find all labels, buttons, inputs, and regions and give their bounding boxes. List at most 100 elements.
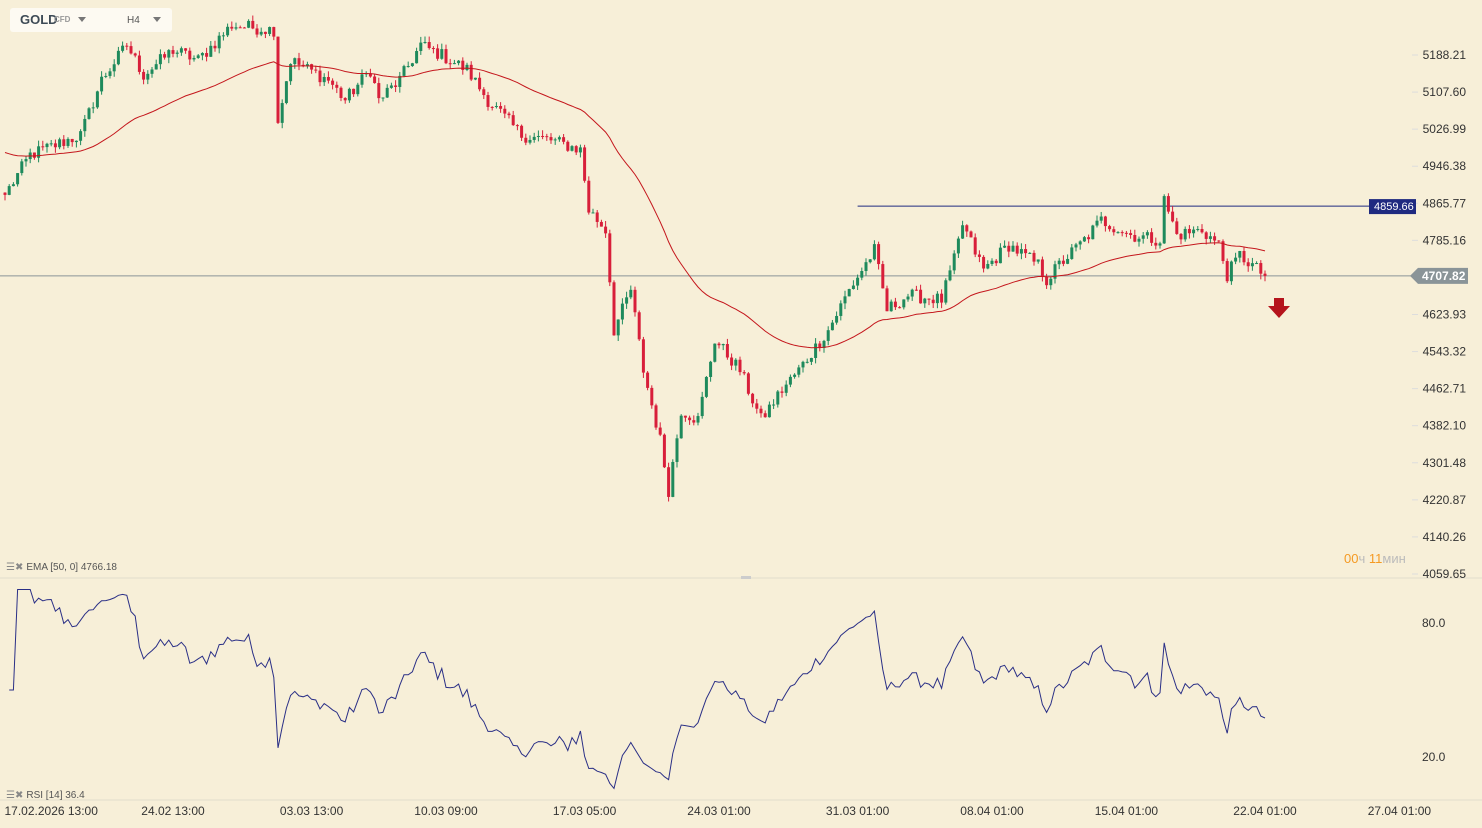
candle — [864, 258, 868, 276]
candle-body — [507, 113, 511, 116]
candle — [314, 65, 318, 74]
candle-body — [377, 83, 381, 99]
candle-body — [125, 45, 129, 47]
candle — [683, 415, 687, 422]
pane-resize-handle[interactable] — [741, 576, 751, 579]
candle — [196, 54, 200, 59]
candle — [784, 380, 788, 397]
candle — [49, 139, 53, 147]
candle — [272, 26, 276, 41]
candle-body — [1133, 234, 1137, 242]
candle-body — [658, 427, 662, 435]
candle — [1238, 250, 1242, 263]
y-tick-label: 5188.21 — [1423, 48, 1467, 62]
candle-body — [1259, 263, 1263, 274]
candle — [1179, 233, 1183, 245]
candle — [255, 24, 259, 38]
candle-body — [436, 48, 440, 59]
candle-body — [1196, 228, 1200, 230]
candle-body — [587, 180, 591, 213]
candle — [738, 356, 742, 376]
candle-body — [646, 372, 650, 388]
candle — [973, 233, 977, 258]
candle — [830, 319, 834, 331]
candle — [1196, 226, 1200, 232]
candle-body — [923, 298, 927, 304]
candle-body — [616, 319, 620, 336]
candle-body — [818, 343, 822, 349]
candle-body — [263, 31, 267, 34]
candle-body — [11, 184, 15, 187]
candle — [1028, 252, 1032, 254]
candle — [948, 265, 952, 282]
candle — [381, 97, 385, 102]
candle — [910, 288, 914, 301]
candle — [1175, 217, 1179, 235]
candle — [944, 278, 948, 305]
candle-body — [767, 404, 771, 418]
candle-body — [200, 53, 204, 56]
candle — [486, 91, 490, 111]
candle — [1070, 243, 1074, 260]
candle-body — [885, 288, 889, 312]
timeframe-chevron-down-icon[interactable] — [153, 17, 161, 22]
candle — [74, 140, 78, 148]
candle-body — [520, 125, 524, 138]
candle — [860, 267, 864, 281]
candle-body — [339, 87, 343, 98]
candle-body — [1032, 252, 1036, 262]
candle-body — [914, 289, 918, 291]
candle-body — [725, 344, 729, 358]
candle-body — [1066, 258, 1070, 264]
candle-body — [465, 64, 469, 70]
candle-body — [906, 296, 910, 300]
candle — [289, 63, 293, 85]
candle-body — [898, 307, 902, 309]
candle — [549, 133, 553, 144]
candle-body — [1036, 259, 1040, 262]
candle — [444, 44, 448, 65]
candle-body — [935, 293, 939, 304]
candle — [599, 219, 603, 227]
candle-body — [709, 361, 713, 377]
candle — [994, 258, 998, 266]
symbol-selector[interactable]: GOLD CFD H4 — [10, 8, 172, 32]
candle — [1011, 241, 1015, 252]
candle — [839, 300, 843, 321]
candle-body — [641, 339, 645, 373]
candle-body — [1129, 233, 1133, 235]
sell-arrow-icon — [1268, 298, 1290, 318]
candle — [570, 145, 574, 152]
candle-body — [562, 137, 566, 142]
candle-body — [671, 461, 675, 497]
candle-body — [940, 293, 944, 303]
y-tick-label: 4059.65 — [1423, 567, 1467, 581]
candle — [759, 405, 763, 418]
candle — [893, 297, 897, 310]
candle-body — [1116, 232, 1120, 234]
candle-body — [238, 27, 242, 29]
candle — [448, 58, 452, 69]
symbol-chevron-down-icon[interactable] — [78, 17, 86, 22]
candle — [242, 26, 246, 29]
candle — [427, 36, 431, 50]
candle-body — [74, 140, 78, 143]
candle-body — [931, 299, 935, 304]
y-tick-label: 4220.87 — [1423, 493, 1467, 507]
candle-body — [973, 237, 977, 255]
candle-body — [1208, 236, 1212, 239]
candle — [91, 102, 95, 114]
candle-body — [66, 138, 70, 146]
candle — [146, 70, 150, 85]
candle-body — [704, 376, 708, 397]
candle-body — [1162, 196, 1166, 244]
candle-body — [843, 296, 847, 304]
settings-icon[interactable]: ☰✖ — [6, 790, 24, 801]
candle — [541, 130, 545, 140]
settings-icon[interactable]: ☰✖ — [6, 562, 24, 573]
candle-body — [1045, 276, 1049, 286]
candle — [1082, 235, 1086, 242]
candle-body — [402, 66, 406, 76]
timeframe-selector[interactable]: H4 — [127, 15, 140, 26]
